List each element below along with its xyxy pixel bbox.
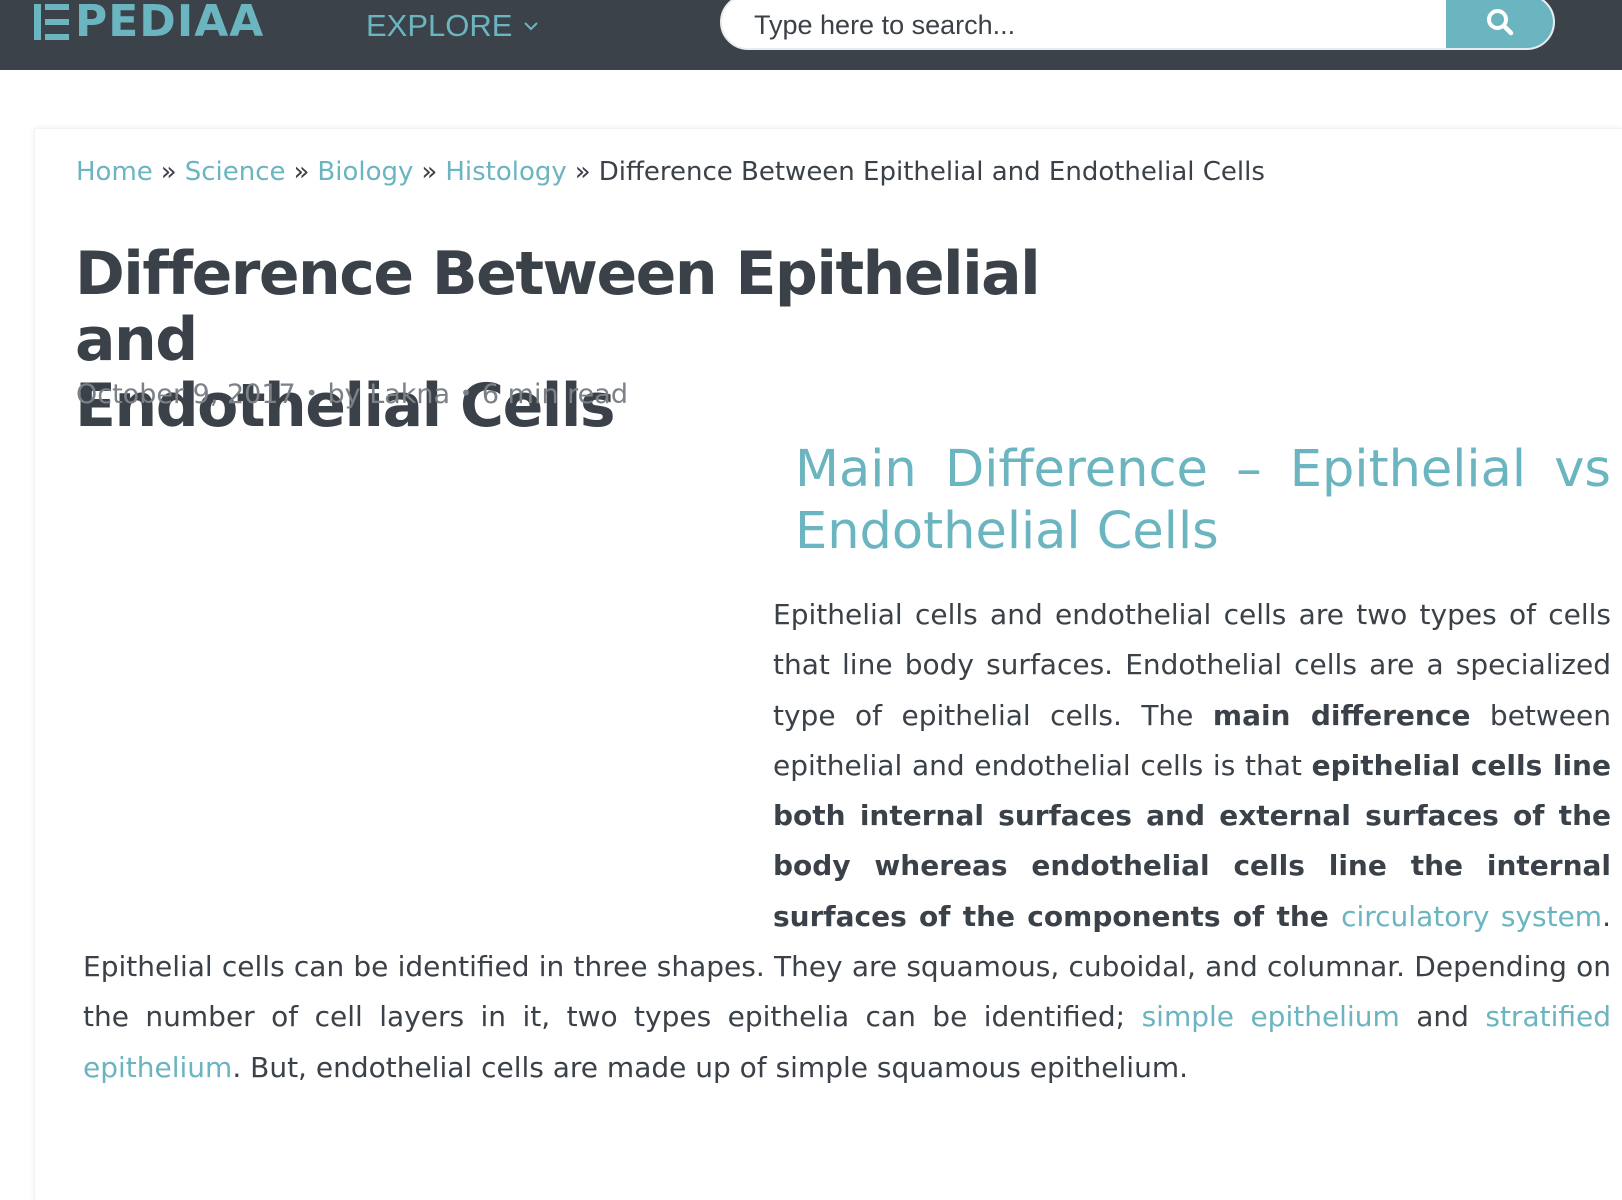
- section-heading-line-1: Main Difference – Epithelial vs: [795, 440, 1611, 499]
- search-input[interactable]: [722, 0, 1446, 48]
- meta-dot: •: [460, 381, 472, 405]
- search-bar: [720, 0, 1555, 50]
- ad-space: [83, 590, 773, 942]
- paragraph-text: Epithelial cells and endothelial cells a…: [773, 598, 1611, 732]
- logo-icon: [34, 2, 69, 42]
- intro-paragraph: Epithelial cells and endothelial cells a…: [83, 590, 1611, 1093]
- breadcrumb-separator: »: [293, 157, 310, 187]
- search-icon: [1486, 9, 1513, 36]
- article-meta: October 9, 2017 • by Lakna • 6 min read: [76, 379, 628, 410]
- search-button[interactable]: [1446, 0, 1553, 48]
- explore-menu-button[interactable]: EXPLORE: [366, 6, 540, 46]
- paragraph-bold: epithelial cells line both internal surf…: [773, 748, 1611, 933]
- chevron-down-icon: [524, 22, 539, 31]
- top-navigation-bar: PEDIAA EXPLORE: [0, 0, 1622, 70]
- paragraph-bold: main difference: [1212, 698, 1471, 732]
- breadcrumb-separator: »: [574, 157, 591, 187]
- paragraph-text: . Epithelial cells can be identified in …: [83, 899, 1611, 1034]
- breadcrumb-current: Difference Between Epithelial and Endoth…: [598, 157, 1265, 187]
- author-byline[interactable]: by Lakna: [327, 379, 451, 410]
- stratified-epithelium-link[interactable]: stratified epithelium: [83, 1000, 1611, 1084]
- logo-text: PEDIAA: [75, 0, 265, 47]
- section-heading-line-2: Endothelial Cells: [795, 502, 1219, 561]
- breadcrumb-home[interactable]: Home: [76, 157, 153, 187]
- paragraph-text: and: [1399, 1000, 1486, 1034]
- section-heading: Main Difference – Epithelial vs Endothel…: [795, 439, 1611, 563]
- publish-date: October 9, 2017: [76, 379, 296, 410]
- breadcrumb-histology[interactable]: Histology: [445, 157, 567, 187]
- breadcrumb-separator: »: [421, 157, 438, 187]
- paragraph-text: . But, endothelial cells are made up of …: [232, 1050, 1189, 1084]
- article-card: Home» Science» Biology» Histology» Differenc…: [34, 128, 1622, 1200]
- page-title-line-2: Endothelial Cells: [75, 371, 616, 441]
- page-title-line-1: Difference Between Epithelial and: [75, 239, 1041, 375]
- breadcrumb-separator: »: [160, 157, 177, 187]
- simple-epithelium-link[interactable]: simple epithelium: [1141, 1000, 1400, 1034]
- circulatory-system-link[interactable]: circulatory system: [1341, 899, 1603, 933]
- site-logo[interactable]: PEDIAA: [34, 0, 264, 44]
- paragraph-text: between epithelial and endothelial cells…: [773, 698, 1612, 782]
- explore-label: EXPLORE: [366, 8, 513, 43]
- read-time: 6 min read: [481, 379, 628, 410]
- breadcrumb: Home» Science» Biology» Histology» Differenc…: [76, 157, 1265, 187]
- breadcrumb-biology[interactable]: Biology: [317, 157, 414, 187]
- breadcrumb-science[interactable]: Science: [184, 157, 286, 187]
- meta-dot: •: [305, 381, 318, 405]
- page-title: Difference Between Epithelial and Endoth…: [75, 241, 1175, 439]
